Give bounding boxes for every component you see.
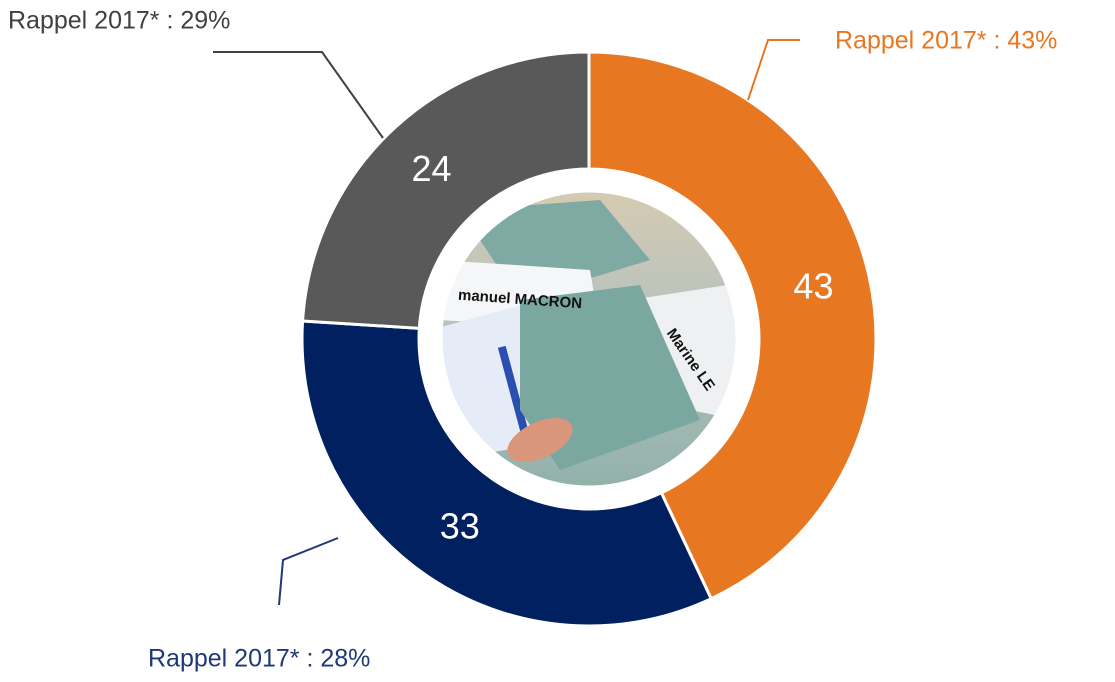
value-label: 33 [440,506,480,547]
chart: manuel MACRONMarine LE 43 33 24 Rappel 2017… [0,0,1115,682]
value-label: 24 [412,148,452,189]
leader-line [748,40,800,100]
annotation: Rappel 2017* : 28% [148,645,370,673]
annotation: Rappel 2017* : 29% [8,7,230,35]
leader-line [279,538,338,605]
leader-line [213,52,383,138]
annotation: Rappel 2017* : 43% [835,27,1057,55]
value-label: 43 [793,265,833,306]
